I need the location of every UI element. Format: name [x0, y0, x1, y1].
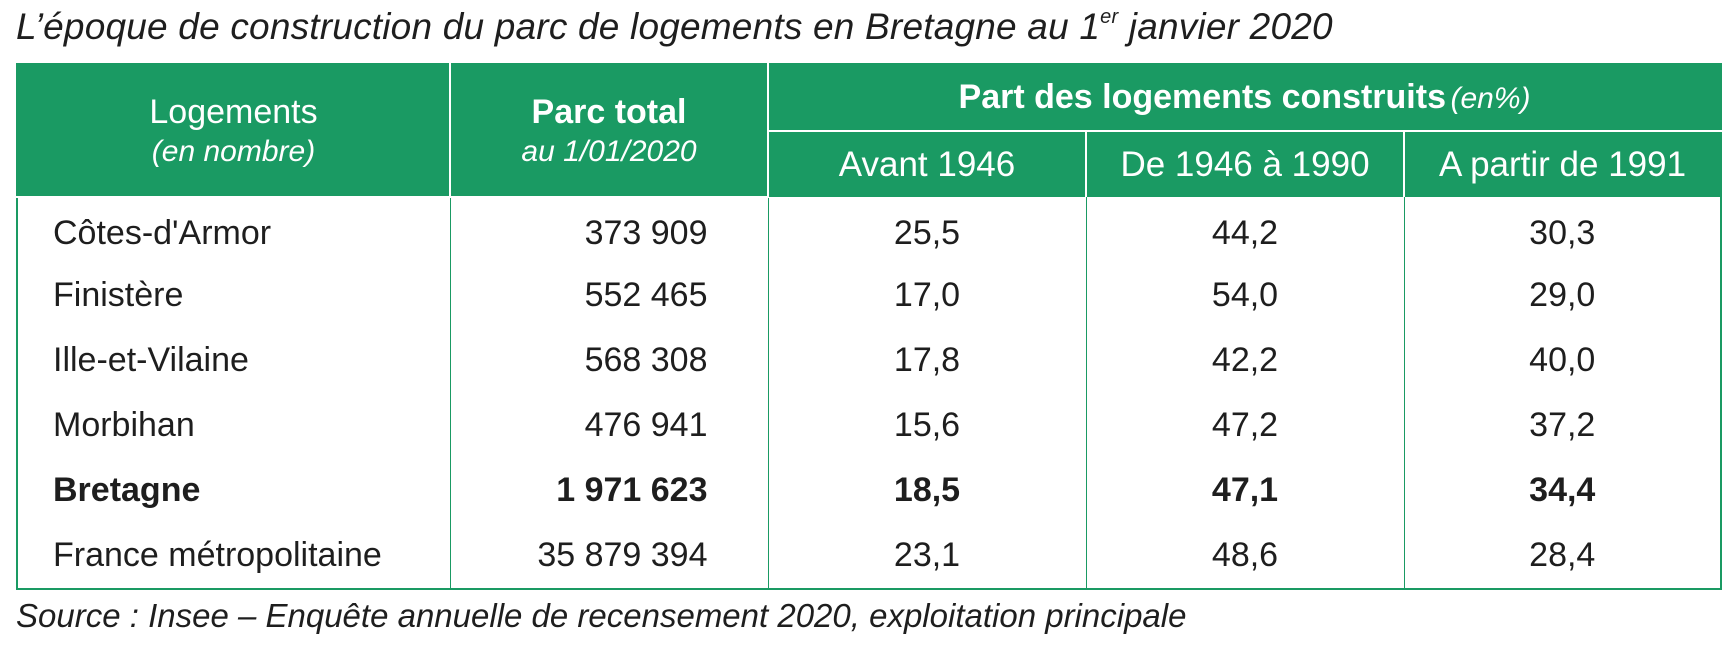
row-1946-1990: 47,2 [1086, 393, 1405, 458]
title-text: L’époque de construction du parc de loge… [16, 6, 1101, 47]
title-text-end: janvier 2020 [1118, 6, 1333, 47]
housing-construction-table: Logements (en nombre) Parc total au 1/01… [16, 63, 1723, 590]
table-row: Morbihan 476 941 15,6 47,2 37,2 [17, 393, 1721, 458]
title-superscript: er [1100, 6, 1119, 28]
table-row: Côtes-d'Armor 373 909 25,5 44,2 30,3 [17, 197, 1721, 263]
column-header-logements: Logements (en nombre) [17, 64, 451, 198]
row-apres-1991: 34,4 [1529, 471, 1596, 509]
row-label: Bretagne [17, 458, 451, 523]
row-apres-1991: 37,2 [1529, 406, 1596, 444]
column-group-header-part-unit: (en%) [1450, 82, 1531, 116]
row-avant-1946: 25,5 [768, 197, 1087, 263]
source-note: Source : Insee – Enquête annuelle de rec… [16, 597, 1187, 634]
header-row-top: Logements (en nombre) Parc total au 1/01… [17, 64, 1722, 198]
table-header: Logements (en nombre) Parc total au 1/01… [17, 64, 1722, 198]
row-1946-1990: 47,1 [1086, 458, 1405, 523]
row-avant-1946: 23,1 [768, 523, 1087, 589]
row-label: Ille-et-Vilaine [17, 328, 451, 393]
row-1946-1990: 42,2 [1086, 328, 1405, 393]
table-row: France métropolitaine 35 879 394 23,1 48… [17, 523, 1721, 589]
page-title: L’époque de construction du parc de loge… [16, 6, 1333, 48]
table-row-bretagne: Bretagne 1 971 623 18,5 47,1 34,4 [17, 458, 1721, 523]
column-group-header-part: Part des logements construits (en%) [768, 64, 1722, 132]
table-body: Côtes-d'Armor 373 909 25,5 44,2 30,3 Fin… [17, 197, 1721, 589]
column-header-parc-total: Parc total au 1/01/2020 [450, 64, 769, 198]
row-avant-1946: 17,8 [768, 328, 1087, 393]
row-total: 35 879 394 [450, 523, 769, 589]
row-avant-1946: 18,5 [768, 458, 1087, 523]
row-total: 1 971 623 [450, 458, 769, 523]
row-apres-1991: 28,4 [1529, 536, 1596, 574]
row-1946-1990: 54,0 [1086, 263, 1405, 328]
row-total: 373 909 [450, 197, 769, 263]
row-total: 476 941 [450, 393, 769, 458]
header-row-periods: Avant 1946 De 1946 à 1990 A partir de 19… [17, 131, 1722, 197]
row-total: 552 465 [450, 263, 769, 328]
table-row: Ille-et-Vilaine 568 308 17,8 42,2 40,0 [17, 328, 1721, 393]
row-label: France métropolitaine [17, 523, 451, 589]
row-label: Morbihan [17, 393, 451, 458]
row-apres-1991: 29,0 [1529, 276, 1596, 314]
row-apres-1991: 40,0 [1529, 341, 1596, 379]
row-apres-1991: 30,3 [1529, 213, 1596, 252]
row-label: Côtes-d'Armor [17, 197, 451, 263]
table-row: Finistère 552 465 17,0 54,0 29,0 [17, 263, 1721, 328]
row-1946-1990: 48,6 [1086, 523, 1405, 589]
column-group-header-part-main: Part des logements construits [958, 78, 1446, 117]
column-header-1946-1990: De 1946 à 1990 [1086, 131, 1405, 197]
row-avant-1946: 15,6 [768, 393, 1087, 458]
row-label: Finistère [17, 263, 451, 328]
row-avant-1946: 17,0 [768, 263, 1087, 328]
row-total: 568 308 [450, 328, 769, 393]
row-1946-1990: 44,2 [1086, 197, 1405, 263]
column-header-parc-total-sub: au 1/01/2020 [521, 135, 697, 168]
column-header-avant-1946: Avant 1946 [768, 131, 1087, 197]
column-header-logements-sub: (en nombre) [151, 135, 316, 168]
column-header-apres-1991: A partir de 1991 [1404, 131, 1722, 197]
column-header-parc-total-main: Parc total [531, 92, 687, 131]
column-header-logements-main: Logements [149, 92, 318, 131]
